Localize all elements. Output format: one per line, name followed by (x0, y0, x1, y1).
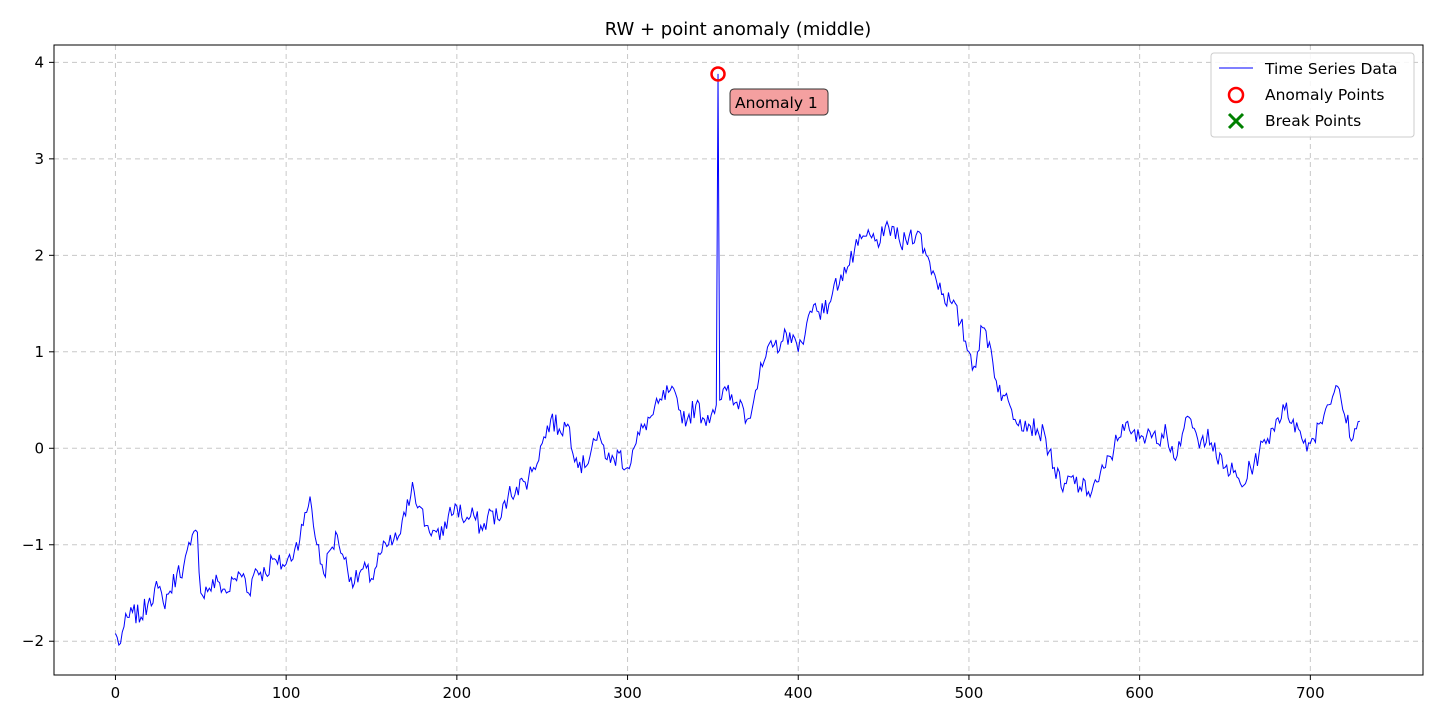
chart-title: RW + point anomaly (middle) (605, 19, 872, 40)
x-tick-label-200: 200 (443, 684, 472, 702)
y-tick-label-4: 2 (34, 246, 44, 264)
anomaly-layer: Anomaly 1 (710, 66, 829, 116)
legend-anomaly-marker (1227, 86, 1245, 104)
y-tick-label-0: −2 (22, 632, 44, 650)
y-tick-label-1: −1 (22, 536, 44, 554)
y-tick-label-5: 3 (34, 150, 44, 168)
series-line-time-series-data (114, 73, 1360, 647)
x-tick-label-400: 400 (784, 684, 813, 702)
legend: Time Series Data Anomaly Points Break Po… (1210, 52, 1415, 138)
axes: 0 100 200 300 400 500 600 700 −2 −1 0 1 2 3 4 (22, 53, 1325, 702)
anomaly-marker-1 (710, 66, 726, 82)
legend-entry-break-points: Break Points (1265, 112, 1361, 130)
y-tick-label-2: 0 (34, 439, 44, 457)
annotation-label-1: Anomaly 1 (735, 94, 818, 112)
legend-box (1210, 52, 1415, 138)
grid-lines (54, 45, 1423, 675)
x-tick-label-600: 600 (1125, 684, 1154, 702)
legend-entry-anomaly-points: Anomaly Points (1265, 86, 1384, 104)
x-tick-label-100: 100 (272, 684, 301, 702)
y-tick-label-3: 1 (34, 343, 44, 361)
x-tick-label-500: 500 (955, 684, 984, 702)
annotation-box-1 (729, 88, 829, 116)
plot-frame (53, 44, 1424, 676)
legend-entry-time-series-data: Time Series Data (1264, 60, 1397, 78)
legend-break-marker (1227, 112, 1245, 130)
x-tick-label-700: 700 (1296, 684, 1325, 702)
x-tick-label-0: 0 (111, 684, 121, 702)
x-tick-label-300: 300 (613, 684, 642, 702)
series-layer (114, 73, 1360, 647)
y-tick-label-6: 4 (34, 53, 44, 71)
